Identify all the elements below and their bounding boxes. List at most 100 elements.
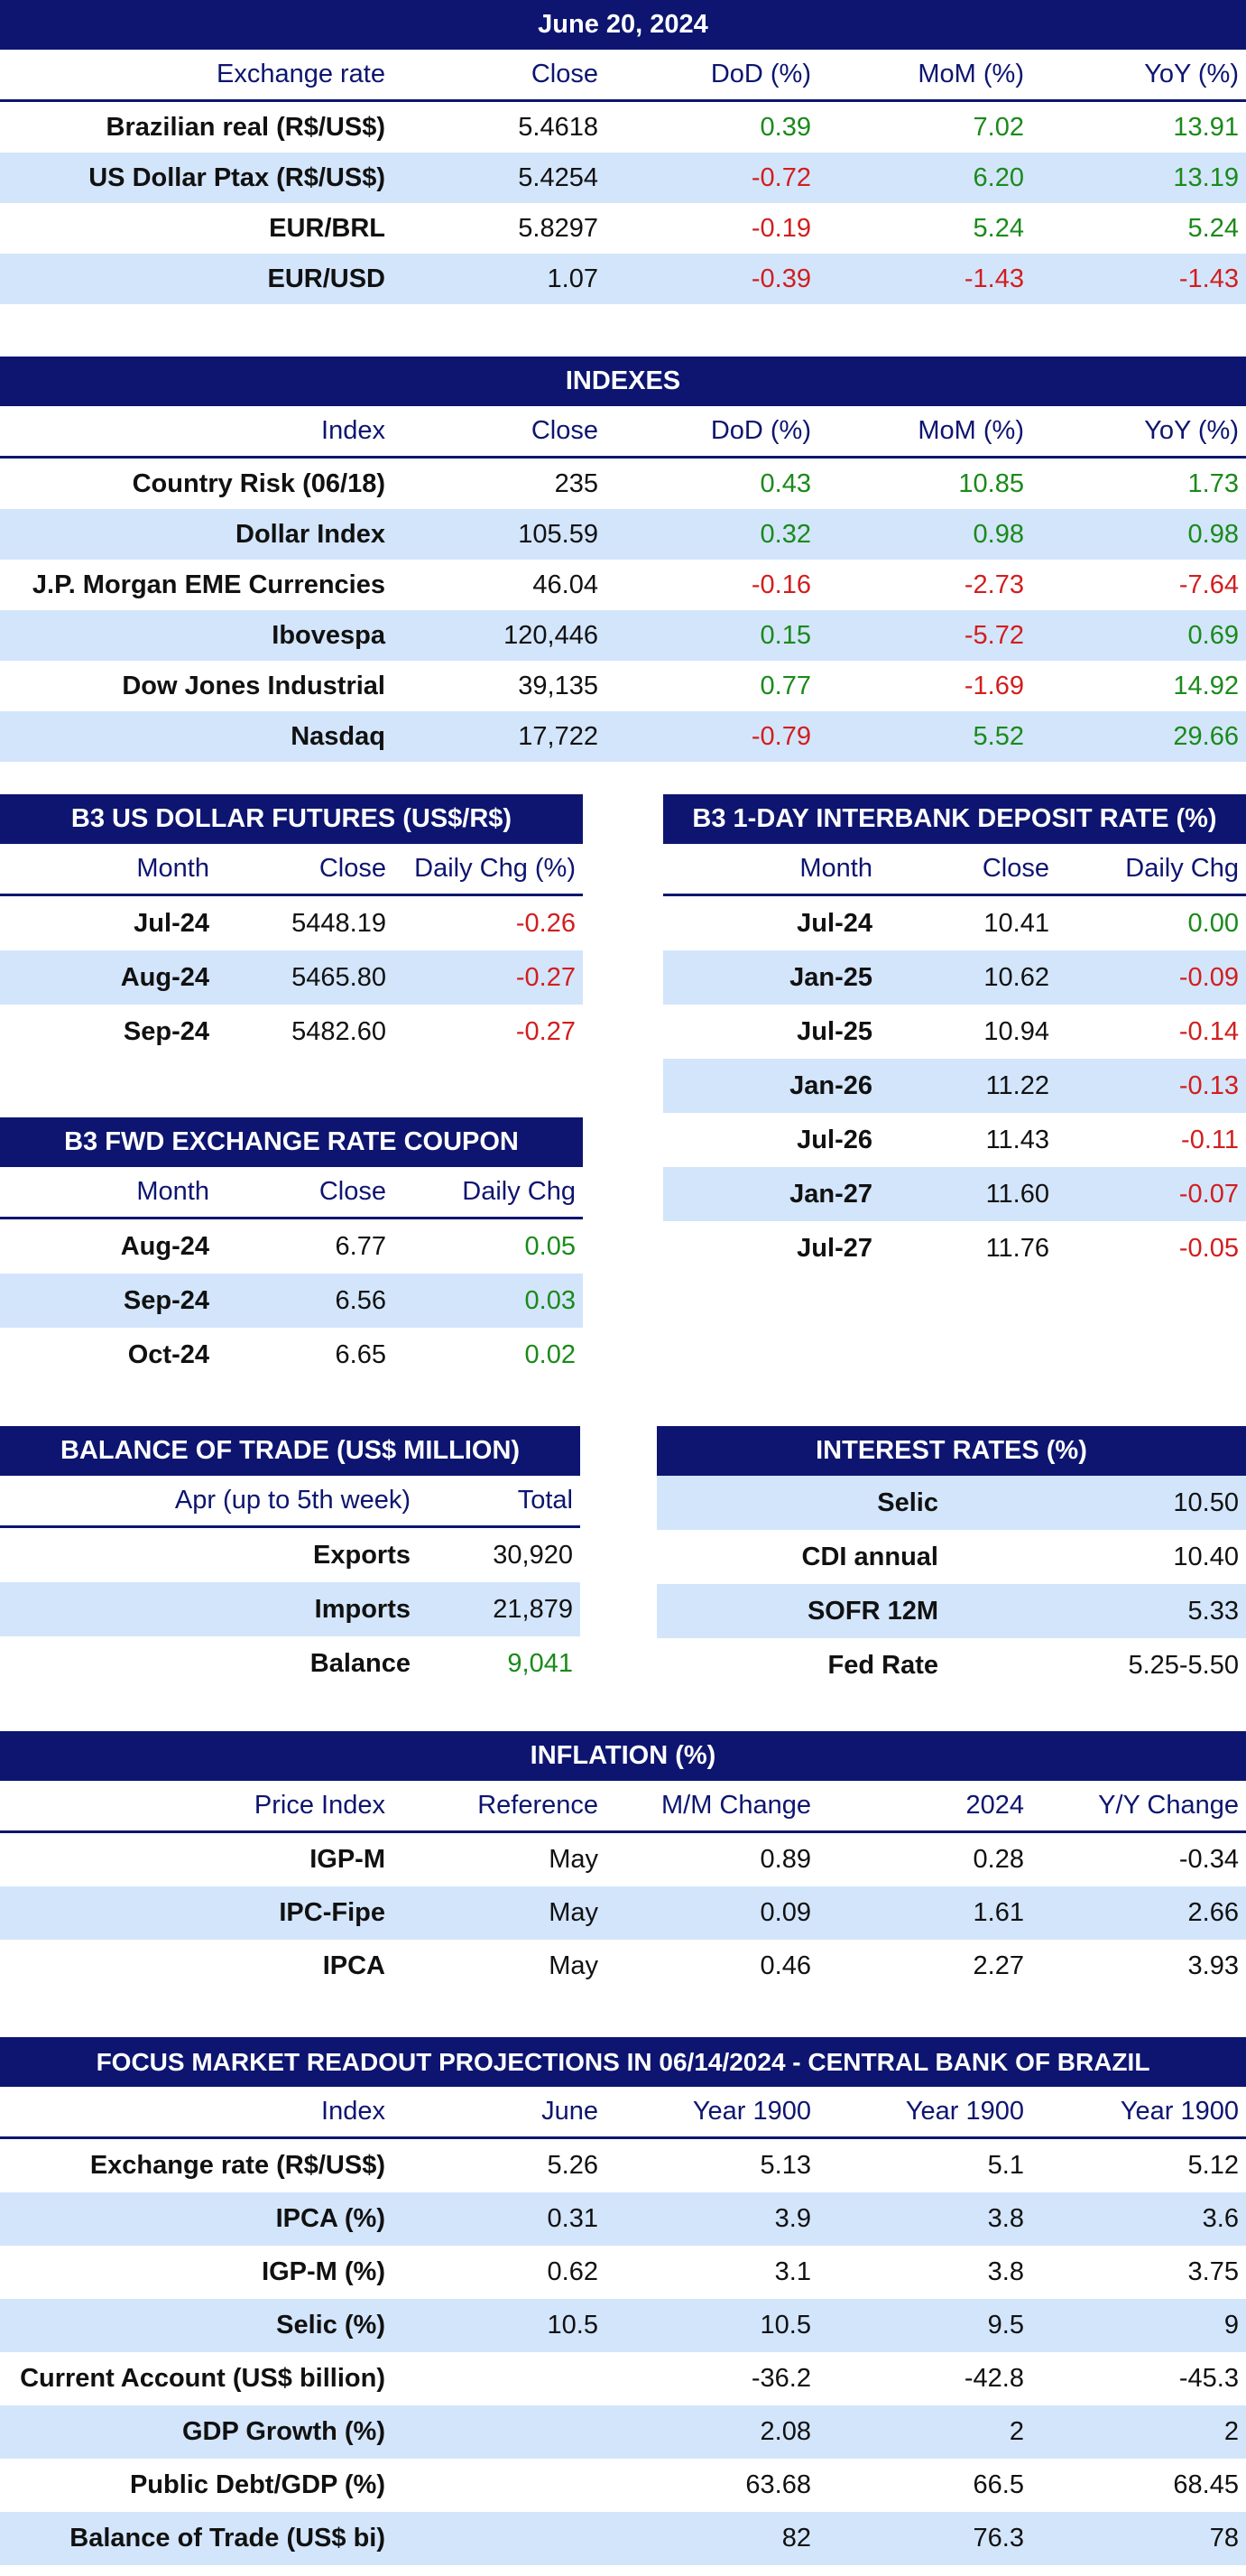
row-label: Fed Rate <box>827 1650 938 1680</box>
close-value: 6.65 <box>335 1339 386 1369</box>
row-label: J.P. Morgan EME Currencies <box>32 570 385 599</box>
col-dod: DoD (%) <box>710 416 811 445</box>
row-label: IPC-Fipe <box>279 1898 385 1927</box>
interest-rates-header: INTEREST RATES (%) <box>657 1426 1246 1476</box>
row-label: Dollar Index <box>235 519 385 549</box>
col-reference: Reference <box>477 1791 598 1820</box>
table-row: Aug-24 6.77 0.05 <box>0 1219 583 1274</box>
rate-value: 5.33 <box>1187 1596 1239 1626</box>
table-row: US Dollar Ptax (R$/US$) 5.4254 -0.72 6.20 13… <box>0 153 1246 203</box>
daily-chg-value: -0.11 <box>1181 1125 1239 1154</box>
table-row: Country Risk (06/18) 235 0.43 10.85 1.73 <box>0 459 1246 509</box>
table-row: Jan-25 10.62 -0.09 <box>663 950 1246 1005</box>
year-1-value: 2.08 <box>760 2417 811 2446</box>
close-value: 235 <box>554 468 598 498</box>
month-label: Jul-26 <box>797 1125 872 1154</box>
row-label: CDI annual <box>801 1542 938 1571</box>
reference-value: May <box>549 1845 598 1874</box>
dod-value: 0.32 <box>760 519 811 549</box>
col-close: Close <box>531 416 598 445</box>
table-row: Exchange rate (R$/US$) 5.26 5.13 5.1 5.12 <box>0 2139 1246 2192</box>
col-daily-chg: Daily Chg <box>1125 854 1239 883</box>
month-value: 10.5 <box>547 2311 598 2340</box>
col-month: Month <box>799 854 872 883</box>
reference-value: May <box>549 1898 598 1927</box>
table-row: Selic (%) 10.5 10.5 9.5 9 <box>0 2299 1246 2352</box>
rate-value: 10.50 <box>1173 1487 1239 1517</box>
row-label: Exports <box>313 1540 411 1570</box>
table-row: Jul-24 10.41 0.00 <box>663 896 1246 950</box>
close-value: 10.41 <box>983 908 1049 938</box>
mom-value: 7.02 <box>973 112 1024 142</box>
mm-value: 0.46 <box>760 1951 811 1980</box>
table-row: Jul-26 11.43 -0.11 <box>663 1113 1246 1167</box>
table-row: Aug-24 5465.80 -0.27 <box>0 950 583 1005</box>
row-label: Selic <box>877 1487 938 1517</box>
table-row: IPCA May 0.46 2.27 3.93 <box>0 1940 1246 1993</box>
interbank-rate-table: B3 1-DAY INTERBANK DEPOSIT RATE (%) Mont… <box>663 794 1246 1275</box>
row-label: Public Debt/GDP (%) <box>129 2470 385 2499</box>
daily-chg-value: -0.09 <box>1178 962 1239 992</box>
col-index: Index <box>321 416 385 445</box>
year-1-value: 82 <box>781 2524 811 2553</box>
table-row: Ibovespa 120,446 0.15 -5.72 0.69 <box>0 610 1246 661</box>
year-2-value: 9.5 <box>987 2311 1024 2340</box>
mom-value: -1.69 <box>964 671 1024 700</box>
column-headers: Month Close Daily Chg (%) <box>0 844 583 896</box>
col-close: Close <box>982 854 1049 883</box>
mom-value: 5.24 <box>973 213 1024 243</box>
col-year-2: Year 1900 <box>905 2097 1024 2126</box>
month-label: Sep-24 <box>123 1016 209 1046</box>
table-row: EUR/BRL 5.8297 -0.19 5.24 5.24 <box>0 203 1246 254</box>
close-value: 11.22 <box>985 1070 1049 1100</box>
year-2-value: 2 <box>1009 2417 1024 2446</box>
mom-value: 5.52 <box>973 721 1024 751</box>
table-row: Sep-24 5482.60 -0.27 <box>0 1005 583 1059</box>
reference-value: May <box>549 1951 598 1980</box>
col-mom: MoM (%) <box>918 416 1024 445</box>
indexes-table: INDEXES Index Close DoD (%) MoM (%) YoY … <box>0 357 1246 762</box>
row-label: Balance of Trade (US$ bi) <box>69 2524 385 2553</box>
rate-value: 10.40 <box>1173 1542 1239 1571</box>
table-row: Jul-25 10.94 -0.14 <box>663 1005 1246 1059</box>
dod-value: 0.39 <box>760 112 811 142</box>
fwd-coupon-header: B3 FWD EXCHANGE RATE COUPON <box>0 1117 583 1167</box>
balance-of-trade-table: BALANCE OF TRADE (US$ MILLION) Apr (up t… <box>0 1426 580 1691</box>
table-row: IGP-M (%) 0.62 3.1 3.8 3.75 <box>0 2246 1246 2299</box>
col-yy-change: Y/Y Change <box>1098 1791 1239 1820</box>
table-row: SOFR 12M 5.33 <box>657 1584 1246 1638</box>
col-daily-chg: Daily Chg (%) <box>414 854 576 883</box>
inflation-header: INFLATION (%) <box>0 1731 1246 1781</box>
mom-value: -2.73 <box>964 570 1024 599</box>
rate-value: 5.25-5.50 <box>1128 1650 1239 1680</box>
col-year-3: Year 1900 <box>1120 2097 1239 2126</box>
year-3-value: 3.6 <box>1202 2204 1239 2233</box>
total-value: 21,879 <box>493 1594 573 1624</box>
mm-value: 0.09 <box>760 1898 811 1927</box>
yoy-value: 14.92 <box>1173 671 1239 700</box>
dod-value: -0.19 <box>751 213 811 243</box>
row-label: IPCA <box>322 1951 385 1980</box>
yoy-value: 13.19 <box>1173 162 1239 192</box>
yoy-value: -1.43 <box>1178 264 1239 293</box>
close-value: 5.4254 <box>518 162 598 192</box>
daily-chg-value: -0.07 <box>1178 1179 1239 1209</box>
total-value: 9,041 <box>507 1648 573 1678</box>
year-value: 2.27 <box>973 1951 1024 1980</box>
col-close: Close <box>318 1177 386 1206</box>
column-headers: Apr (up to 5th week) Total <box>0 1476 580 1528</box>
close-value: 120,446 <box>503 620 598 650</box>
dod-value: 0.77 <box>760 671 811 700</box>
table-row: Imports 21,879 <box>0 1582 580 1636</box>
daily-chg-value: -0.27 <box>515 1016 576 1046</box>
table-row: CDI annual 10.40 <box>657 1530 1246 1584</box>
table-row: Jul-27 11.76 -0.05 <box>663 1221 1246 1275</box>
col-month: June <box>541 2097 598 2126</box>
col-month: Month <box>136 854 209 883</box>
close-value: 10.62 <box>983 962 1049 992</box>
table-row: Dollar Index 105.59 0.32 0.98 0.98 <box>0 509 1246 560</box>
row-label: IGP-M <box>309 1845 385 1874</box>
col-exchange-rate: Exchange rate <box>216 60 385 88</box>
mom-value: 0.98 <box>973 519 1024 549</box>
table-row: Jan-26 11.22 -0.13 <box>663 1059 1246 1113</box>
